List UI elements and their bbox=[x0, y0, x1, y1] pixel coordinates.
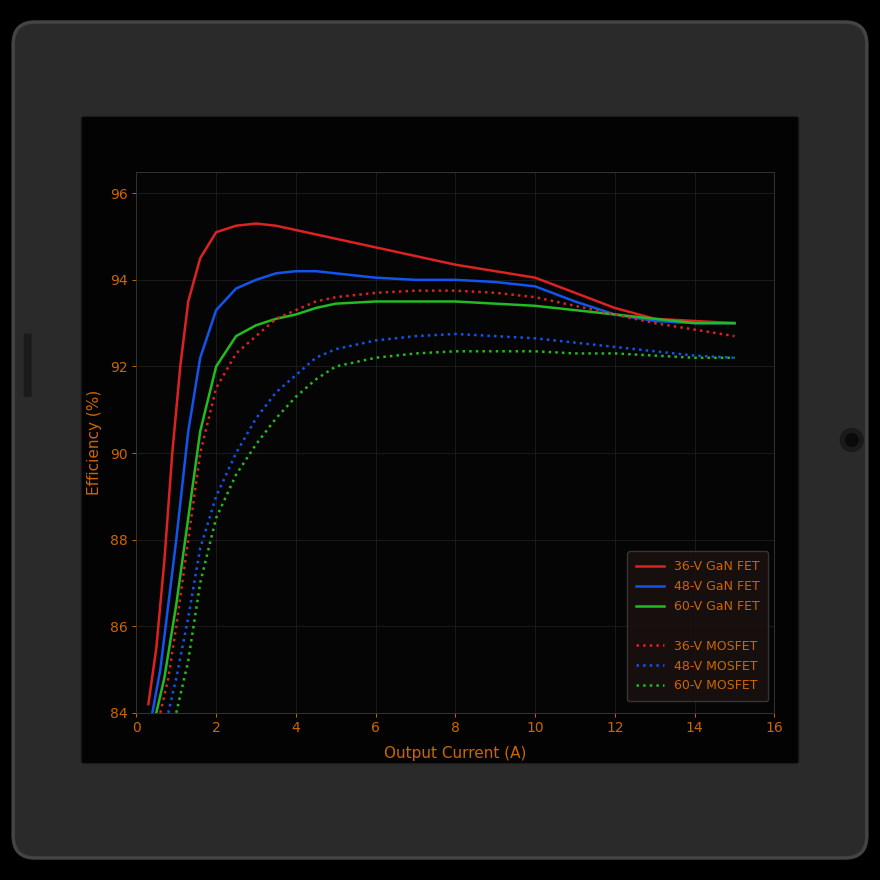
Circle shape bbox=[846, 434, 858, 446]
FancyBboxPatch shape bbox=[13, 22, 867, 858]
Legend: 36-V GaN FET, 48-V GaN FET, 60-V GaN FET, , 36-V MOSFET, 48-V MOSFET, 60-V MOSFE: 36-V GaN FET, 48-V GaN FET, 60-V GaN FET… bbox=[627, 552, 768, 701]
X-axis label: Output Current (A): Output Current (A) bbox=[385, 746, 526, 761]
FancyBboxPatch shape bbox=[81, 116, 799, 764]
Circle shape bbox=[840, 429, 863, 451]
Y-axis label: Efficiency (%): Efficiency (%) bbox=[87, 390, 102, 495]
FancyBboxPatch shape bbox=[24, 334, 32, 397]
